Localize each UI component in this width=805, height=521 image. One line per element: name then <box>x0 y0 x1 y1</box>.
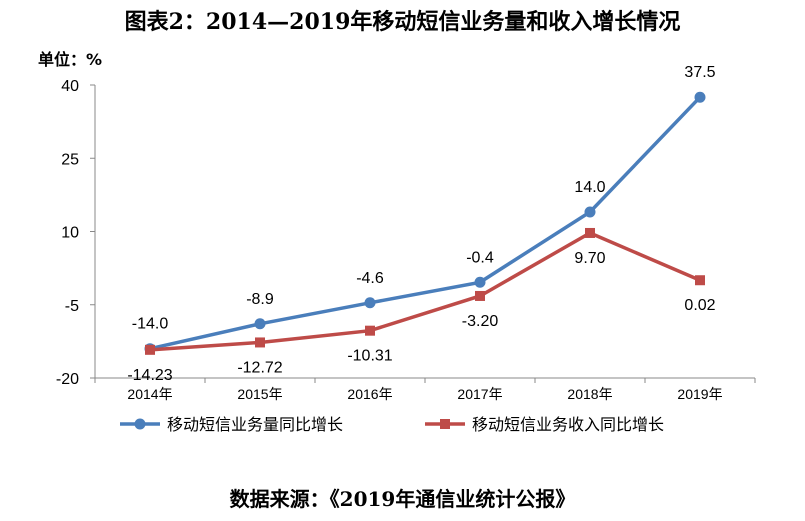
x-tick-label: 2016年 <box>347 386 392 402</box>
x-tick-label: 2014年 <box>127 386 172 402</box>
data-point <box>255 337 265 348</box>
x-tick-label: 2015年 <box>237 386 282 402</box>
y-tick-label: 40 <box>61 78 79 95</box>
legend-marker <box>440 419 450 429</box>
y-tick-label: -5 <box>65 298 79 315</box>
data-label: -14.23 <box>127 367 172 384</box>
data-point <box>475 290 485 301</box>
unit-label: 单位：% <box>38 50 103 69</box>
data-label: -14.0 <box>132 316 169 333</box>
series-line-2 <box>149 231 701 352</box>
source-note: 数据来源：《2019年通信业统计公报》 <box>229 487 576 511</box>
x-tick-label: 2019年 <box>677 386 722 402</box>
data-point <box>474 276 486 288</box>
chart-title: 图表2：2014—2019年移动短信业务量和收入增长情况 <box>124 9 681 35</box>
data-label: -0.4 <box>466 249 494 266</box>
y-tick-label: -20 <box>56 371 79 388</box>
legend-label: 移动短信业务量同比增长 <box>167 416 343 434</box>
data-point <box>585 227 595 238</box>
y-tick-label: 10 <box>61 225 79 242</box>
x-tick-label: 2018年 <box>567 386 612 402</box>
data-point <box>364 297 376 309</box>
data-label: 14.0 <box>574 179 605 196</box>
data-point <box>694 91 706 103</box>
data-label: -10.31 <box>347 348 392 365</box>
data-label: 0.02 <box>684 297 715 314</box>
legend-marker <box>134 418 146 430</box>
data-point <box>584 206 596 218</box>
data-label: 9.70 <box>574 250 605 267</box>
data-label: 37.5 <box>684 64 715 81</box>
legend-label: 移动短信业务收入同比增长 <box>472 416 664 434</box>
data-point <box>145 344 155 355</box>
data-label: -12.72 <box>237 359 282 376</box>
data-point <box>254 318 266 330</box>
data-label: -8.9 <box>246 291 274 308</box>
y-tick-label: 25 <box>61 151 79 168</box>
series-line-1 <box>149 95 702 351</box>
data-point <box>365 325 375 336</box>
data-label: -4.6 <box>356 270 384 287</box>
x-tick-label: 2017年 <box>457 386 502 402</box>
data-label: -3.20 <box>462 313 499 330</box>
data-point <box>695 275 705 286</box>
